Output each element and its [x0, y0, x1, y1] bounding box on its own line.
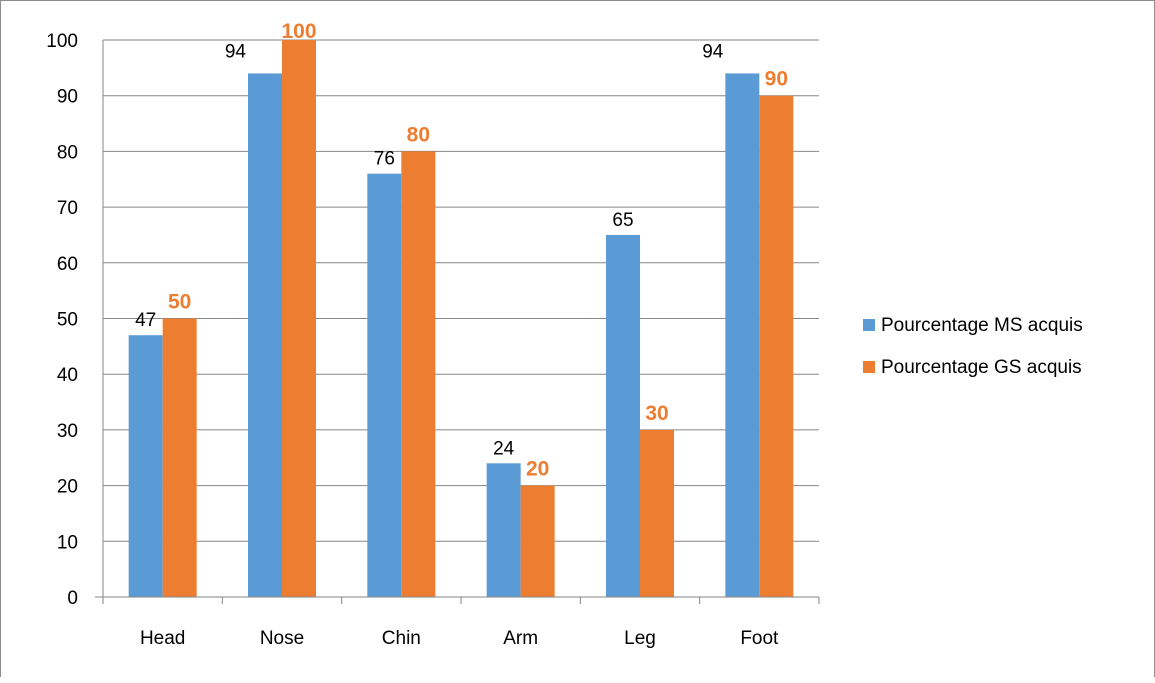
data-label: 20	[526, 458, 549, 481]
bar-pourcentage-gs-acquis-head	[162, 318, 197, 597]
y-tick-label: 50	[57, 310, 78, 331]
y-tick-label: 60	[57, 254, 78, 275]
bar-pourcentage-gs-acquis-foot	[759, 95, 794, 597]
data-label: 94	[702, 41, 724, 62]
data-label: 76	[374, 149, 395, 170]
y-tick-label: 80	[57, 142, 78, 163]
y-tick-label: 30	[57, 421, 78, 442]
bar-pourcentage-gs-acquis-arm	[520, 485, 555, 597]
bar-pourcentage-gs-acquis-leg	[640, 429, 674, 597]
gridlines	[103, 39, 819, 542]
bar-pourcentage-gs-acquis-chin	[401, 151, 436, 597]
x-category-label: Nose	[260, 628, 304, 649]
x-category-label: Chin	[382, 628, 421, 649]
data-label: 100	[281, 20, 316, 43]
legend-label: Pourcentage MS acquis	[881, 315, 1083, 336]
data-label: 47	[135, 310, 156, 331]
x-category-label: Arm	[503, 628, 538, 649]
x-category-label: Foot	[740, 628, 779, 649]
y-tick-label: 90	[57, 87, 78, 108]
data-label: 90	[765, 68, 788, 91]
legend-swatch	[863, 319, 875, 331]
data-label: 50	[168, 291, 191, 314]
bar-pourcentage-ms-acquis-arm	[486, 463, 521, 597]
bars	[128, 40, 794, 598]
data-labels: 47 50 94 100 76 80 24 20 65 30 94 90	[135, 20, 788, 481]
axes: 0 10 20 30 40 50 60 70 80 90 100 Head Nose Chin Arm Leg…	[46, 31, 820, 649]
data-label: 65	[612, 210, 633, 231]
y-tick-label: 20	[57, 477, 78, 498]
x-category-label: Leg	[624, 628, 656, 649]
legend-swatch	[863, 361, 875, 373]
y-tick-label: 10	[57, 532, 78, 553]
legend-label: Pourcentage GS acquis	[881, 357, 1082, 378]
bar-pourcentage-ms-acquis-head	[128, 335, 163, 597]
y-tick-label: 70	[57, 198, 78, 219]
data-label: 30	[645, 402, 668, 425]
bar-pourcentage-ms-acquis-nose	[248, 73, 282, 598]
bar-pourcentage-ms-acquis-chin	[367, 173, 402, 597]
bar-pourcentage-gs-acquis-nose	[282, 40, 316, 597]
bar-pourcentage-ms-acquis-foot	[725, 73, 760, 598]
y-tick-label: 40	[57, 365, 78, 386]
y-tick-label: 100	[46, 31, 78, 52]
data-label: 24	[493, 438, 515, 459]
data-label: 94	[225, 41, 247, 62]
bar-pourcentage-ms-acquis-leg	[606, 234, 640, 597]
y-tick-label: 0	[67, 588, 78, 609]
legend: Pourcentage MS acquis Pourcentage GS acqu…	[863, 315, 1083, 378]
x-category-label: Head	[140, 628, 185, 649]
data-label: 80	[407, 123, 430, 146]
